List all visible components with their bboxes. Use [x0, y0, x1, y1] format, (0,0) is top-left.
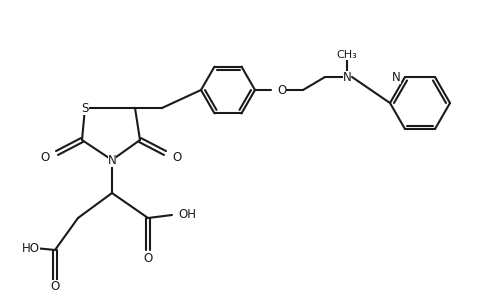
Text: N: N [342, 71, 351, 83]
Text: O: O [50, 279, 59, 293]
Text: S: S [82, 102, 88, 115]
Text: N: N [392, 71, 401, 83]
Text: OH: OH [178, 209, 196, 221]
Text: O: O [277, 83, 286, 96]
Text: N: N [108, 153, 116, 167]
Text: O: O [144, 252, 152, 265]
Text: O: O [172, 151, 182, 164]
Text: HO: HO [22, 241, 40, 254]
Text: CH₃: CH₃ [336, 50, 357, 60]
Text: O: O [41, 151, 50, 164]
